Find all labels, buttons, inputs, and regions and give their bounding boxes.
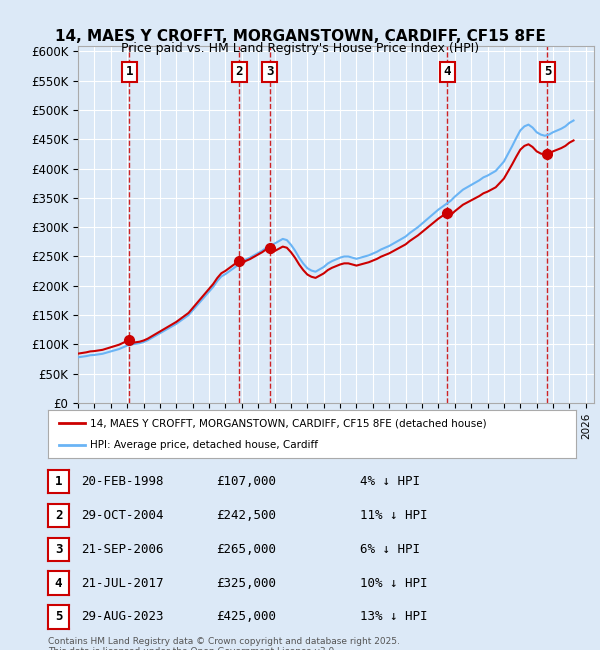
Text: 5: 5	[55, 610, 62, 623]
Text: 4: 4	[443, 66, 451, 79]
Text: 29-AUG-2023: 29-AUG-2023	[81, 610, 163, 623]
Text: £325,000: £325,000	[216, 577, 276, 590]
Text: 21-JUL-2017: 21-JUL-2017	[81, 577, 163, 590]
Text: 13% ↓ HPI: 13% ↓ HPI	[360, 610, 427, 623]
Text: £107,000: £107,000	[216, 475, 276, 488]
Text: 14, MAES Y CROFFT, MORGANSTOWN, CARDIFF, CF15 8FE (detached house): 14, MAES Y CROFFT, MORGANSTOWN, CARDIFF,…	[90, 418, 487, 428]
Text: 10% ↓ HPI: 10% ↓ HPI	[360, 577, 427, 590]
Text: £425,000: £425,000	[216, 610, 276, 623]
Text: 5: 5	[544, 66, 551, 79]
Text: 1: 1	[55, 475, 62, 488]
Text: 3: 3	[266, 66, 274, 79]
Text: 2: 2	[235, 66, 243, 79]
Text: 2: 2	[55, 509, 62, 522]
Text: 1: 1	[125, 66, 133, 79]
Text: Price paid vs. HM Land Registry's House Price Index (HPI): Price paid vs. HM Land Registry's House …	[121, 42, 479, 55]
Text: Contains HM Land Registry data © Crown copyright and database right 2025.
This d: Contains HM Land Registry data © Crown c…	[48, 637, 400, 650]
Text: £265,000: £265,000	[216, 543, 276, 556]
Text: £242,500: £242,500	[216, 509, 276, 522]
Text: 29-OCT-2004: 29-OCT-2004	[81, 509, 163, 522]
Text: 14, MAES Y CROFFT, MORGANSTOWN, CARDIFF, CF15 8FE: 14, MAES Y CROFFT, MORGANSTOWN, CARDIFF,…	[55, 29, 545, 44]
Text: 4% ↓ HPI: 4% ↓ HPI	[360, 475, 420, 488]
Text: HPI: Average price, detached house, Cardiff: HPI: Average price, detached house, Card…	[90, 439, 318, 450]
Text: 4: 4	[55, 577, 62, 590]
Text: 20-FEB-1998: 20-FEB-1998	[81, 475, 163, 488]
Text: 6% ↓ HPI: 6% ↓ HPI	[360, 543, 420, 556]
Text: 21-SEP-2006: 21-SEP-2006	[81, 543, 163, 556]
Text: 3: 3	[55, 543, 62, 556]
Text: 11% ↓ HPI: 11% ↓ HPI	[360, 509, 427, 522]
